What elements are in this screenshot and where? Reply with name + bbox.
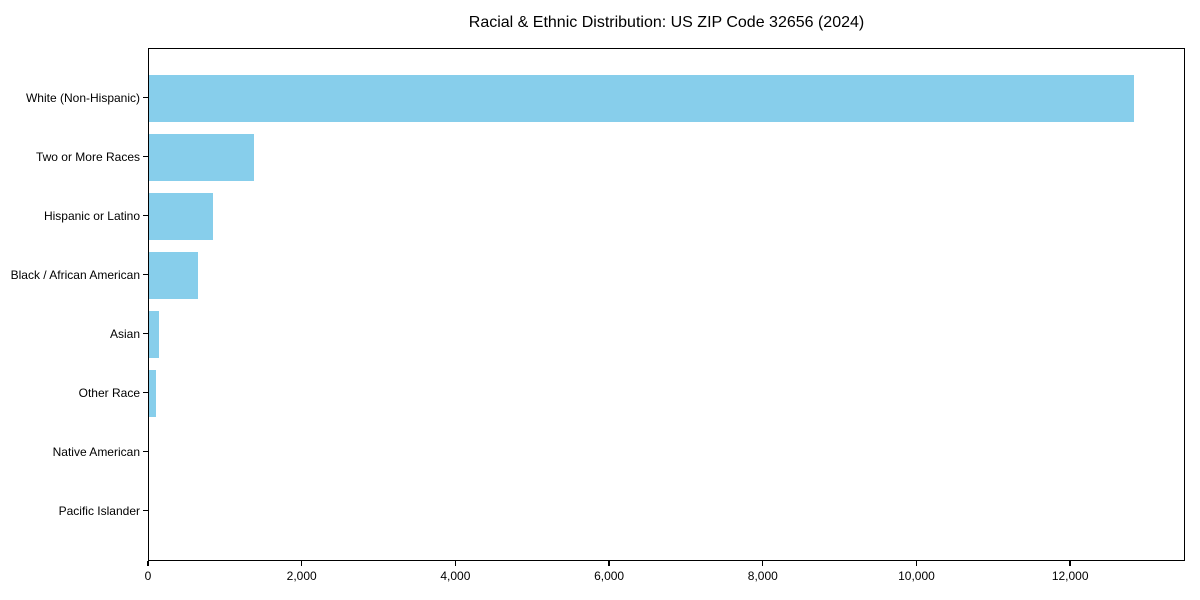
x-tick-mark bbox=[300, 561, 303, 566]
y-tick-mark bbox=[143, 332, 148, 335]
x-tick-label: 4,000 bbox=[440, 569, 471, 583]
x-tick-label: 2,000 bbox=[286, 569, 317, 583]
y-tick-mark bbox=[143, 273, 148, 276]
y-tick-mark bbox=[143, 96, 148, 99]
y-tick-mark bbox=[143, 450, 148, 453]
bar-black-african-american bbox=[149, 252, 198, 299]
bar-white-non-hispanic bbox=[149, 75, 1134, 122]
bar-hispanic-or-latino bbox=[149, 193, 213, 240]
x-tick-mark bbox=[762, 561, 764, 566]
y-tick-label: Asian bbox=[109, 326, 140, 341]
y-tick-mark bbox=[143, 391, 148, 394]
x-tick-label: 0 bbox=[144, 569, 152, 583]
x-tick-label: 8,000 bbox=[747, 569, 778, 583]
y-tick-mark bbox=[143, 214, 148, 217]
bar-other-race bbox=[149, 370, 156, 417]
x-tick-label: 6,000 bbox=[594, 569, 625, 583]
y-tick-label: White (Non-Hispanic) bbox=[25, 90, 140, 105]
x-tick-mark bbox=[454, 561, 457, 566]
x-tick-mark bbox=[147, 561, 149, 566]
y-tick-mark bbox=[143, 509, 148, 512]
chart-title: Racial & Ethnic Distribution: US ZIP Cod… bbox=[468, 14, 865, 31]
y-tick-label: Black / African American bbox=[10, 267, 140, 282]
y-tick-label: Pacific Islander bbox=[58, 503, 140, 518]
y-tick-label: Two or More Races bbox=[35, 149, 140, 164]
bar-asian bbox=[149, 311, 159, 358]
x-tick-mark bbox=[915, 561, 918, 566]
x-tick-mark bbox=[1069, 561, 1071, 566]
x-tick-mark bbox=[608, 561, 610, 566]
y-tick-label: Other Race bbox=[78, 385, 140, 400]
y-tick-label: Hispanic or Latino bbox=[43, 208, 140, 223]
plot-area bbox=[148, 48, 1185, 561]
y-tick-mark bbox=[143, 155, 148, 158]
y-tick-label: Native American bbox=[52, 444, 140, 459]
x-tick-label: 10,000 bbox=[898, 569, 935, 583]
bar-two-or-more-races bbox=[149, 134, 254, 181]
x-tick-label: 12,000 bbox=[1051, 569, 1089, 583]
